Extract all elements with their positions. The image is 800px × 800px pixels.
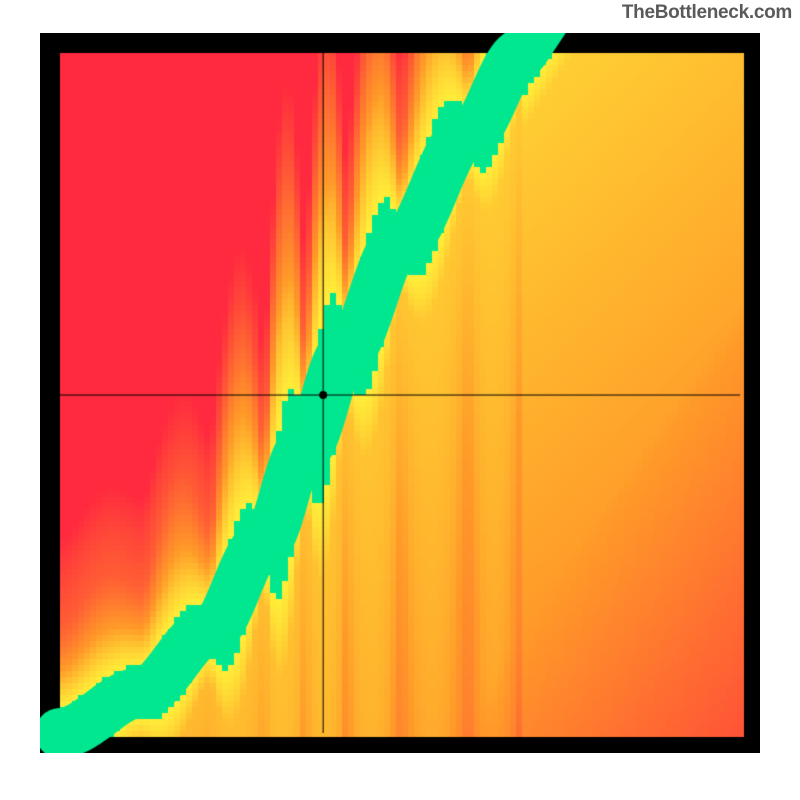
heatmap-canvas bbox=[40, 33, 760, 753]
figure-container: TheBottleneck.com bbox=[0, 0, 800, 800]
watermark-text: TheBottleneck.com bbox=[622, 2, 792, 24]
plot-frame bbox=[40, 33, 760, 753]
